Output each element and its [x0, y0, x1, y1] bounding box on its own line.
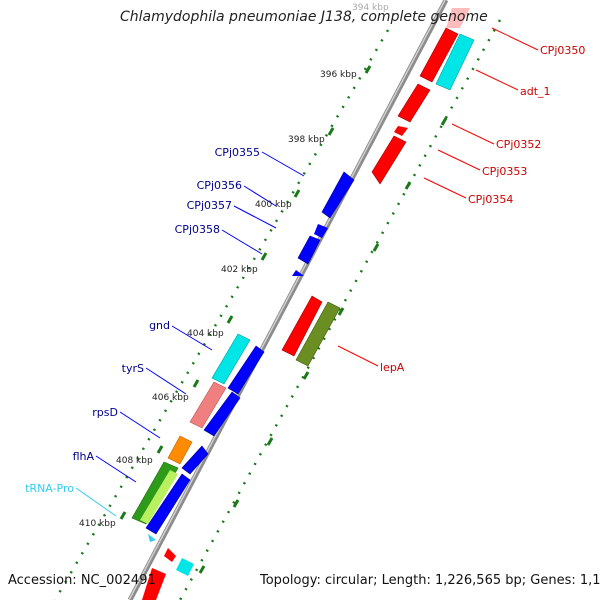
callout-cpj0350	[491, 27, 539, 51]
genome-summary: Topology: circular; Length: 1,226,565 bp…	[260, 573, 600, 588]
scale-label: 406 kbp	[152, 393, 189, 403]
scale-tick	[404, 181, 412, 190]
gene-label-gnd[interactable]: gnd	[149, 319, 170, 332]
gene-bottom-red	[142, 568, 166, 600]
scale-tick	[260, 252, 268, 261]
scale-tick	[337, 307, 345, 316]
scale-label: 396 kbp	[320, 70, 357, 80]
callout-cpj0357	[233, 205, 277, 229]
gene-lepa-olive[interactable]	[295, 301, 341, 367]
gene-flha-blue[interactable]	[145, 473, 191, 535]
callout-trna-pro	[75, 487, 117, 517]
scale-label: 410 kbp	[79, 519, 116, 529]
scale-tick	[440, 117, 448, 126]
gene-label-tyrs[interactable]: tyrS	[122, 362, 144, 375]
callout-gnd	[171, 325, 213, 351]
gene-cpj0350[interactable]	[419, 27, 459, 83]
scale-tick	[364, 65, 372, 74]
callout-rpsd	[119, 411, 161, 439]
gene-label-cpj0350[interactable]: CPj0350	[540, 44, 585, 57]
callout-lepa	[337, 345, 379, 367]
gene-label-cpj0352[interactable]: CPj0352	[496, 138, 541, 151]
gene-label-cpj0354[interactable]: CPj0354	[468, 193, 513, 206]
gene-label-cpj0355[interactable]: CPj0355	[215, 146, 260, 159]
scale-tick	[192, 379, 200, 388]
callout-tyrs	[145, 367, 187, 395]
gene-label-cpj0356[interactable]: CPj0356	[197, 179, 242, 192]
scale-tick	[372, 243, 380, 252]
callout-cpj0358	[221, 229, 263, 255]
gene-gnd-blue[interactable]	[227, 345, 265, 395]
gene-label-cpj0358[interactable]: CPj0358	[175, 223, 220, 236]
gene-trna-pro[interactable]	[148, 534, 156, 542]
accession-label: Accession: NC_002491	[8, 573, 156, 588]
scale-tick	[156, 445, 164, 454]
callout-adt-1	[475, 69, 519, 91]
scale-tick	[198, 565, 206, 574]
genome-backbone-highlight	[128, 0, 446, 600]
scale-label: 402 kbp	[221, 265, 258, 275]
scale-tick	[327, 127, 335, 136]
gene-cpj0355[interactable]	[321, 171, 355, 219]
gene-cpj0356[interactable]	[314, 224, 328, 238]
scale-label: 400 kbp	[255, 200, 292, 210]
gene-gnd[interactable]	[211, 333, 251, 385]
scale-label: 408 kbp	[116, 456, 153, 466]
scale-tick	[293, 189, 301, 198]
gene-cpj0358[interactable]	[292, 270, 304, 276]
gene-lepa[interactable]	[281, 295, 323, 357]
gene-cpj0357[interactable]	[297, 235, 321, 265]
gene-rpsd-blue[interactable]	[181, 445, 209, 475]
genome-backbone	[127, 0, 449, 600]
gene-label-trna-pro[interactable]: tRNA-Pro	[25, 482, 74, 495]
scale-label: 398 kbp	[288, 135, 325, 145]
gene-flha-light	[140, 470, 178, 524]
gene-label-lepa[interactable]: lepA	[380, 361, 405, 374]
gene-tyrs[interactable]	[189, 381, 227, 429]
gene-right-small-red	[164, 548, 176, 562]
map-title: Chlamydophila pneumoniae J138, complete …	[120, 9, 488, 25]
callout-cpj0355	[261, 151, 305, 177]
gene-tyrs-blue[interactable]	[203, 391, 241, 437]
scale-tick	[226, 315, 234, 324]
gene-cpj0353[interactable]	[394, 126, 408, 136]
gene-label-cpj0353[interactable]: CPj0353	[482, 165, 527, 178]
gene-cpj0350-cap	[446, 8, 470, 28]
gene-label-cpj0357[interactable]: CPj0357	[187, 199, 232, 212]
scale-tick	[119, 511, 127, 520]
gene-adt-1[interactable]	[435, 33, 475, 91]
gene-cpj0352[interactable]	[397, 83, 431, 123]
scale-tick	[302, 371, 310, 380]
callout-cpj0353	[437, 149, 481, 171]
scale-label: 404 kbp	[187, 329, 224, 339]
callout-cpj0352	[451, 123, 495, 145]
gene-label-rpsd[interactable]: rpsD	[92, 406, 118, 419]
right-tick-track	[178, 19, 502, 600]
callout-cpj0354	[423, 177, 467, 199]
gene-cpj0354[interactable]	[371, 135, 407, 185]
gene-label-flha[interactable]: flhA	[73, 450, 95, 463]
scale-tick	[232, 499, 240, 508]
gene-right-small-cyan	[176, 558, 194, 576]
left-tick-track	[53, 29, 390, 600]
callout-cpj0356	[243, 185, 277, 207]
gene-label-adt-1[interactable]: adt_1	[520, 85, 551, 98]
callout-flha	[95, 455, 137, 483]
scale-label: 394 kbp	[352, 3, 389, 13]
gene-rpsd[interactable]	[167, 435, 193, 465]
scale-tick	[266, 437, 274, 446]
